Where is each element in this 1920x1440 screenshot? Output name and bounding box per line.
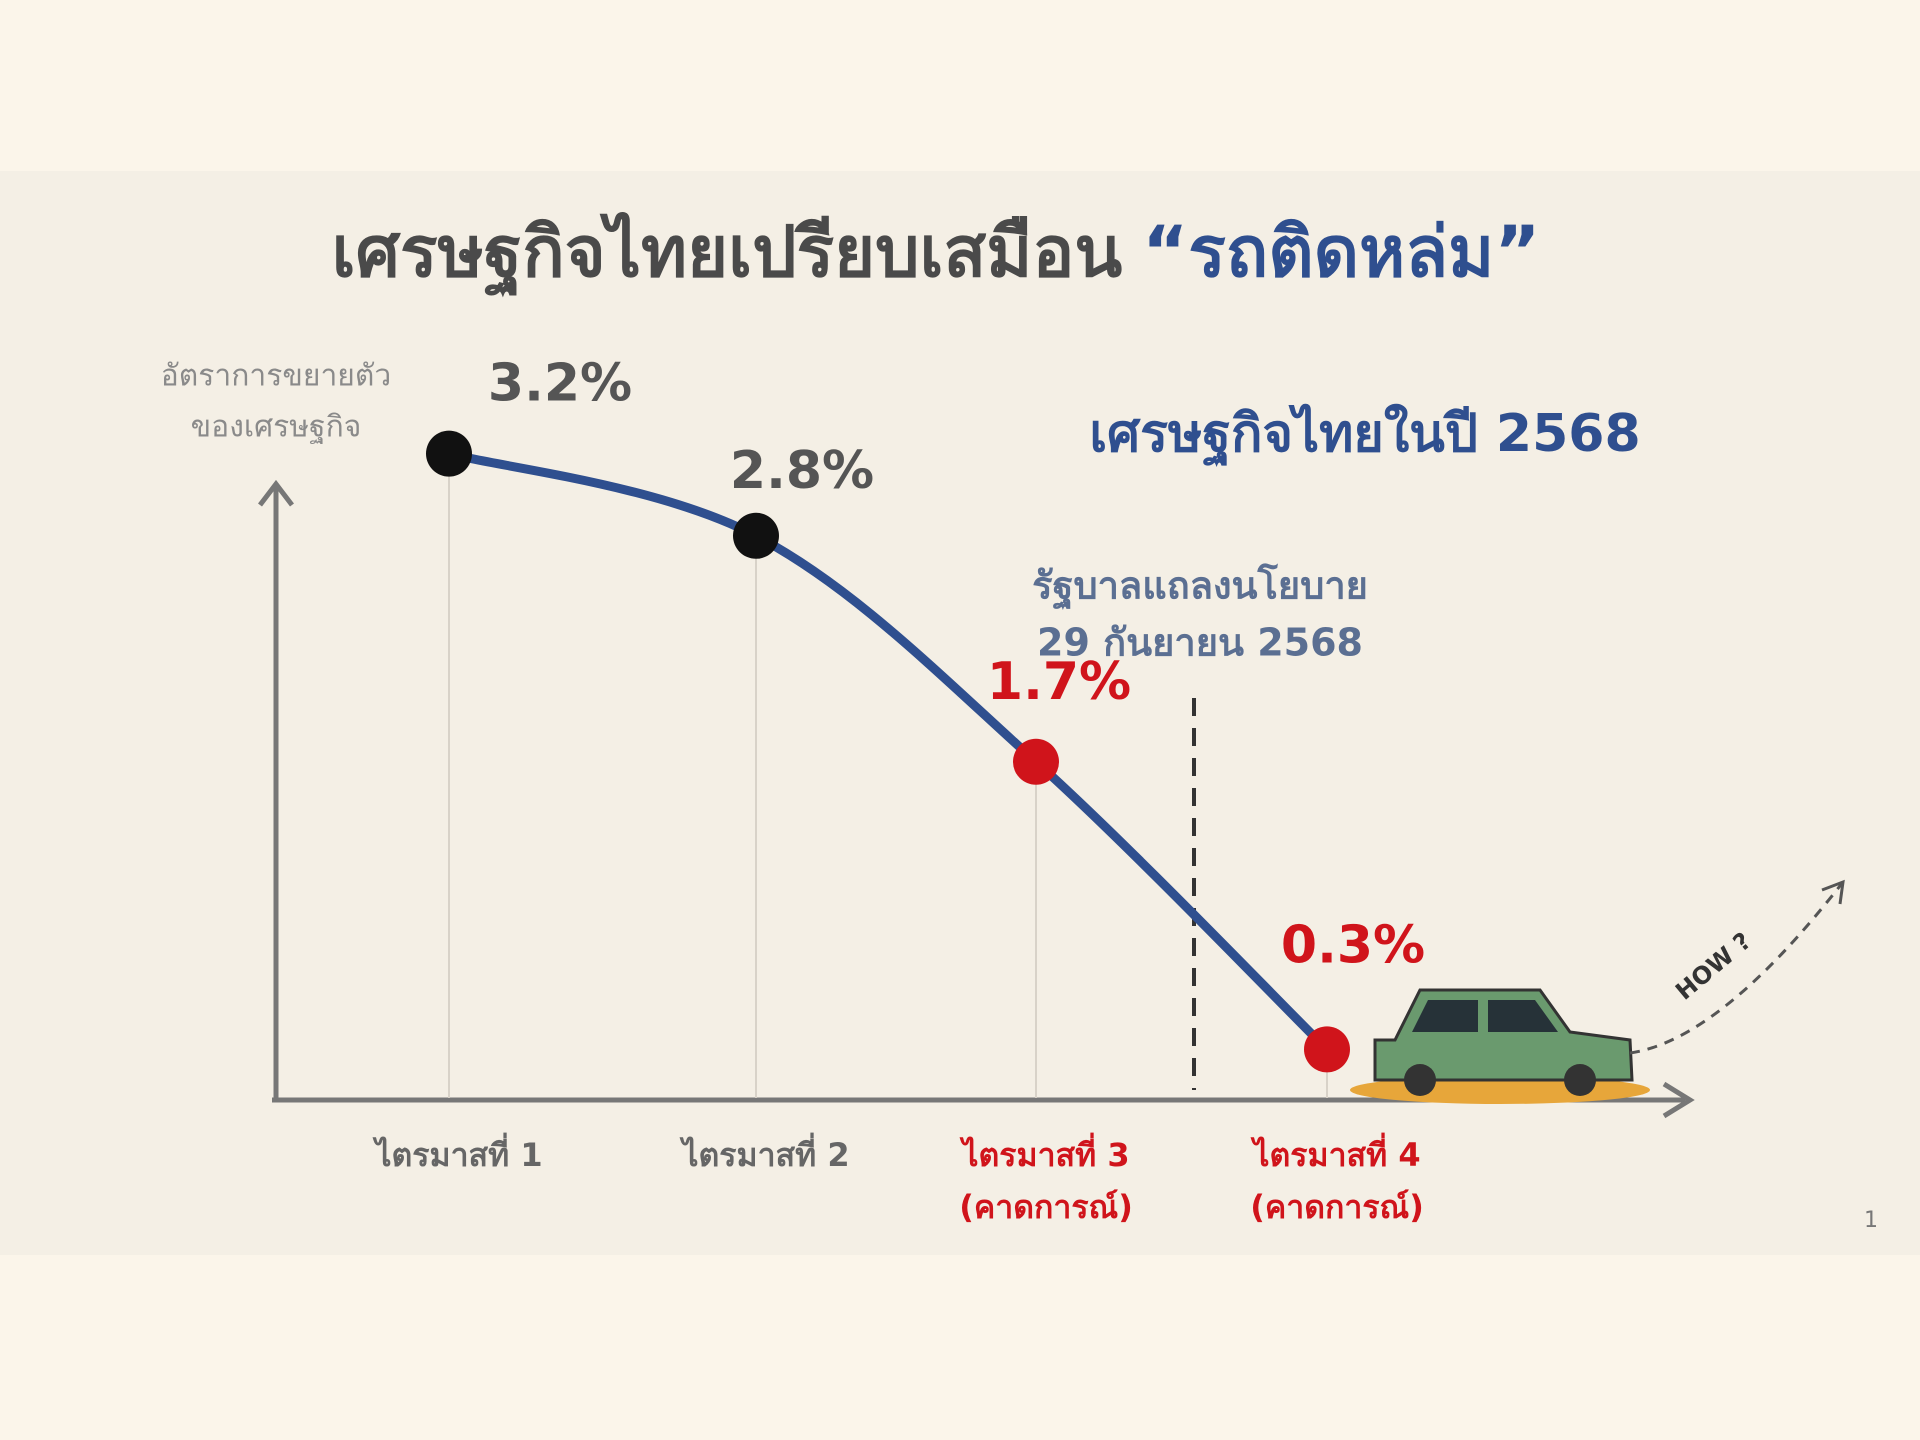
value-label: 2.8% — [730, 441, 874, 501]
value-label: 0.3% — [1281, 915, 1425, 975]
y-label: อัตราการขยายตัว — [161, 359, 391, 394]
chart-title: เศรษฐกิจไทยเปรียบเสมือน “รถติดหล่ม” — [332, 211, 1541, 297]
y-label: ของเศรษฐกิจ — [191, 410, 362, 445]
annotation: รัฐบาลแถลงนโยบาย — [1032, 563, 1368, 611]
y-arrow — [258, 479, 294, 507]
how-arrowhead — [1821, 879, 1845, 905]
point — [426, 430, 472, 477]
point — [1304, 1026, 1350, 1073]
x-arrow — [1662, 1081, 1695, 1119]
plot: 3.2% ไตรมาสที่ 1 2.8% ไตรมาสที่ 2 1.7% ไตรมาส… — [372, 354, 1425, 1226]
x-tick-label: ไตรมาสที่ 1 — [372, 1132, 542, 1174]
x-tick-note: (คาดการณ์) — [1250, 1188, 1424, 1226]
page-number: 1 — [1864, 1208, 1878, 1233]
value-label: 1.7% — [987, 652, 1131, 712]
line — [444, 449, 1332, 1054]
value-label: 3.2% — [488, 354, 632, 414]
title-main: เศรษฐกิจไทยเปรียบเสมือน — [332, 211, 1123, 297]
x-tick-label: ไตรมาสที่ 2 — [679, 1132, 849, 1174]
how-arrow — [1629, 881, 1845, 1055]
title-highlight: “รถติดหล่ม” — [1142, 211, 1540, 293]
subtitle: เศรษฐกิจไทยในปี 2568 — [1089, 403, 1640, 467]
x-tick-label: ไตรมาสที่ 3 — [959, 1132, 1129, 1174]
car — [1350, 988, 1650, 1104]
x-tick-label: ไตรมาสที่ 4 — [1250, 1132, 1420, 1174]
annotation: 29 กันยายน 2568 — [1037, 621, 1363, 665]
point — [1013, 738, 1059, 785]
point — [733, 512, 779, 559]
x-tick-note: (คาดการณ์) — [959, 1188, 1133, 1226]
